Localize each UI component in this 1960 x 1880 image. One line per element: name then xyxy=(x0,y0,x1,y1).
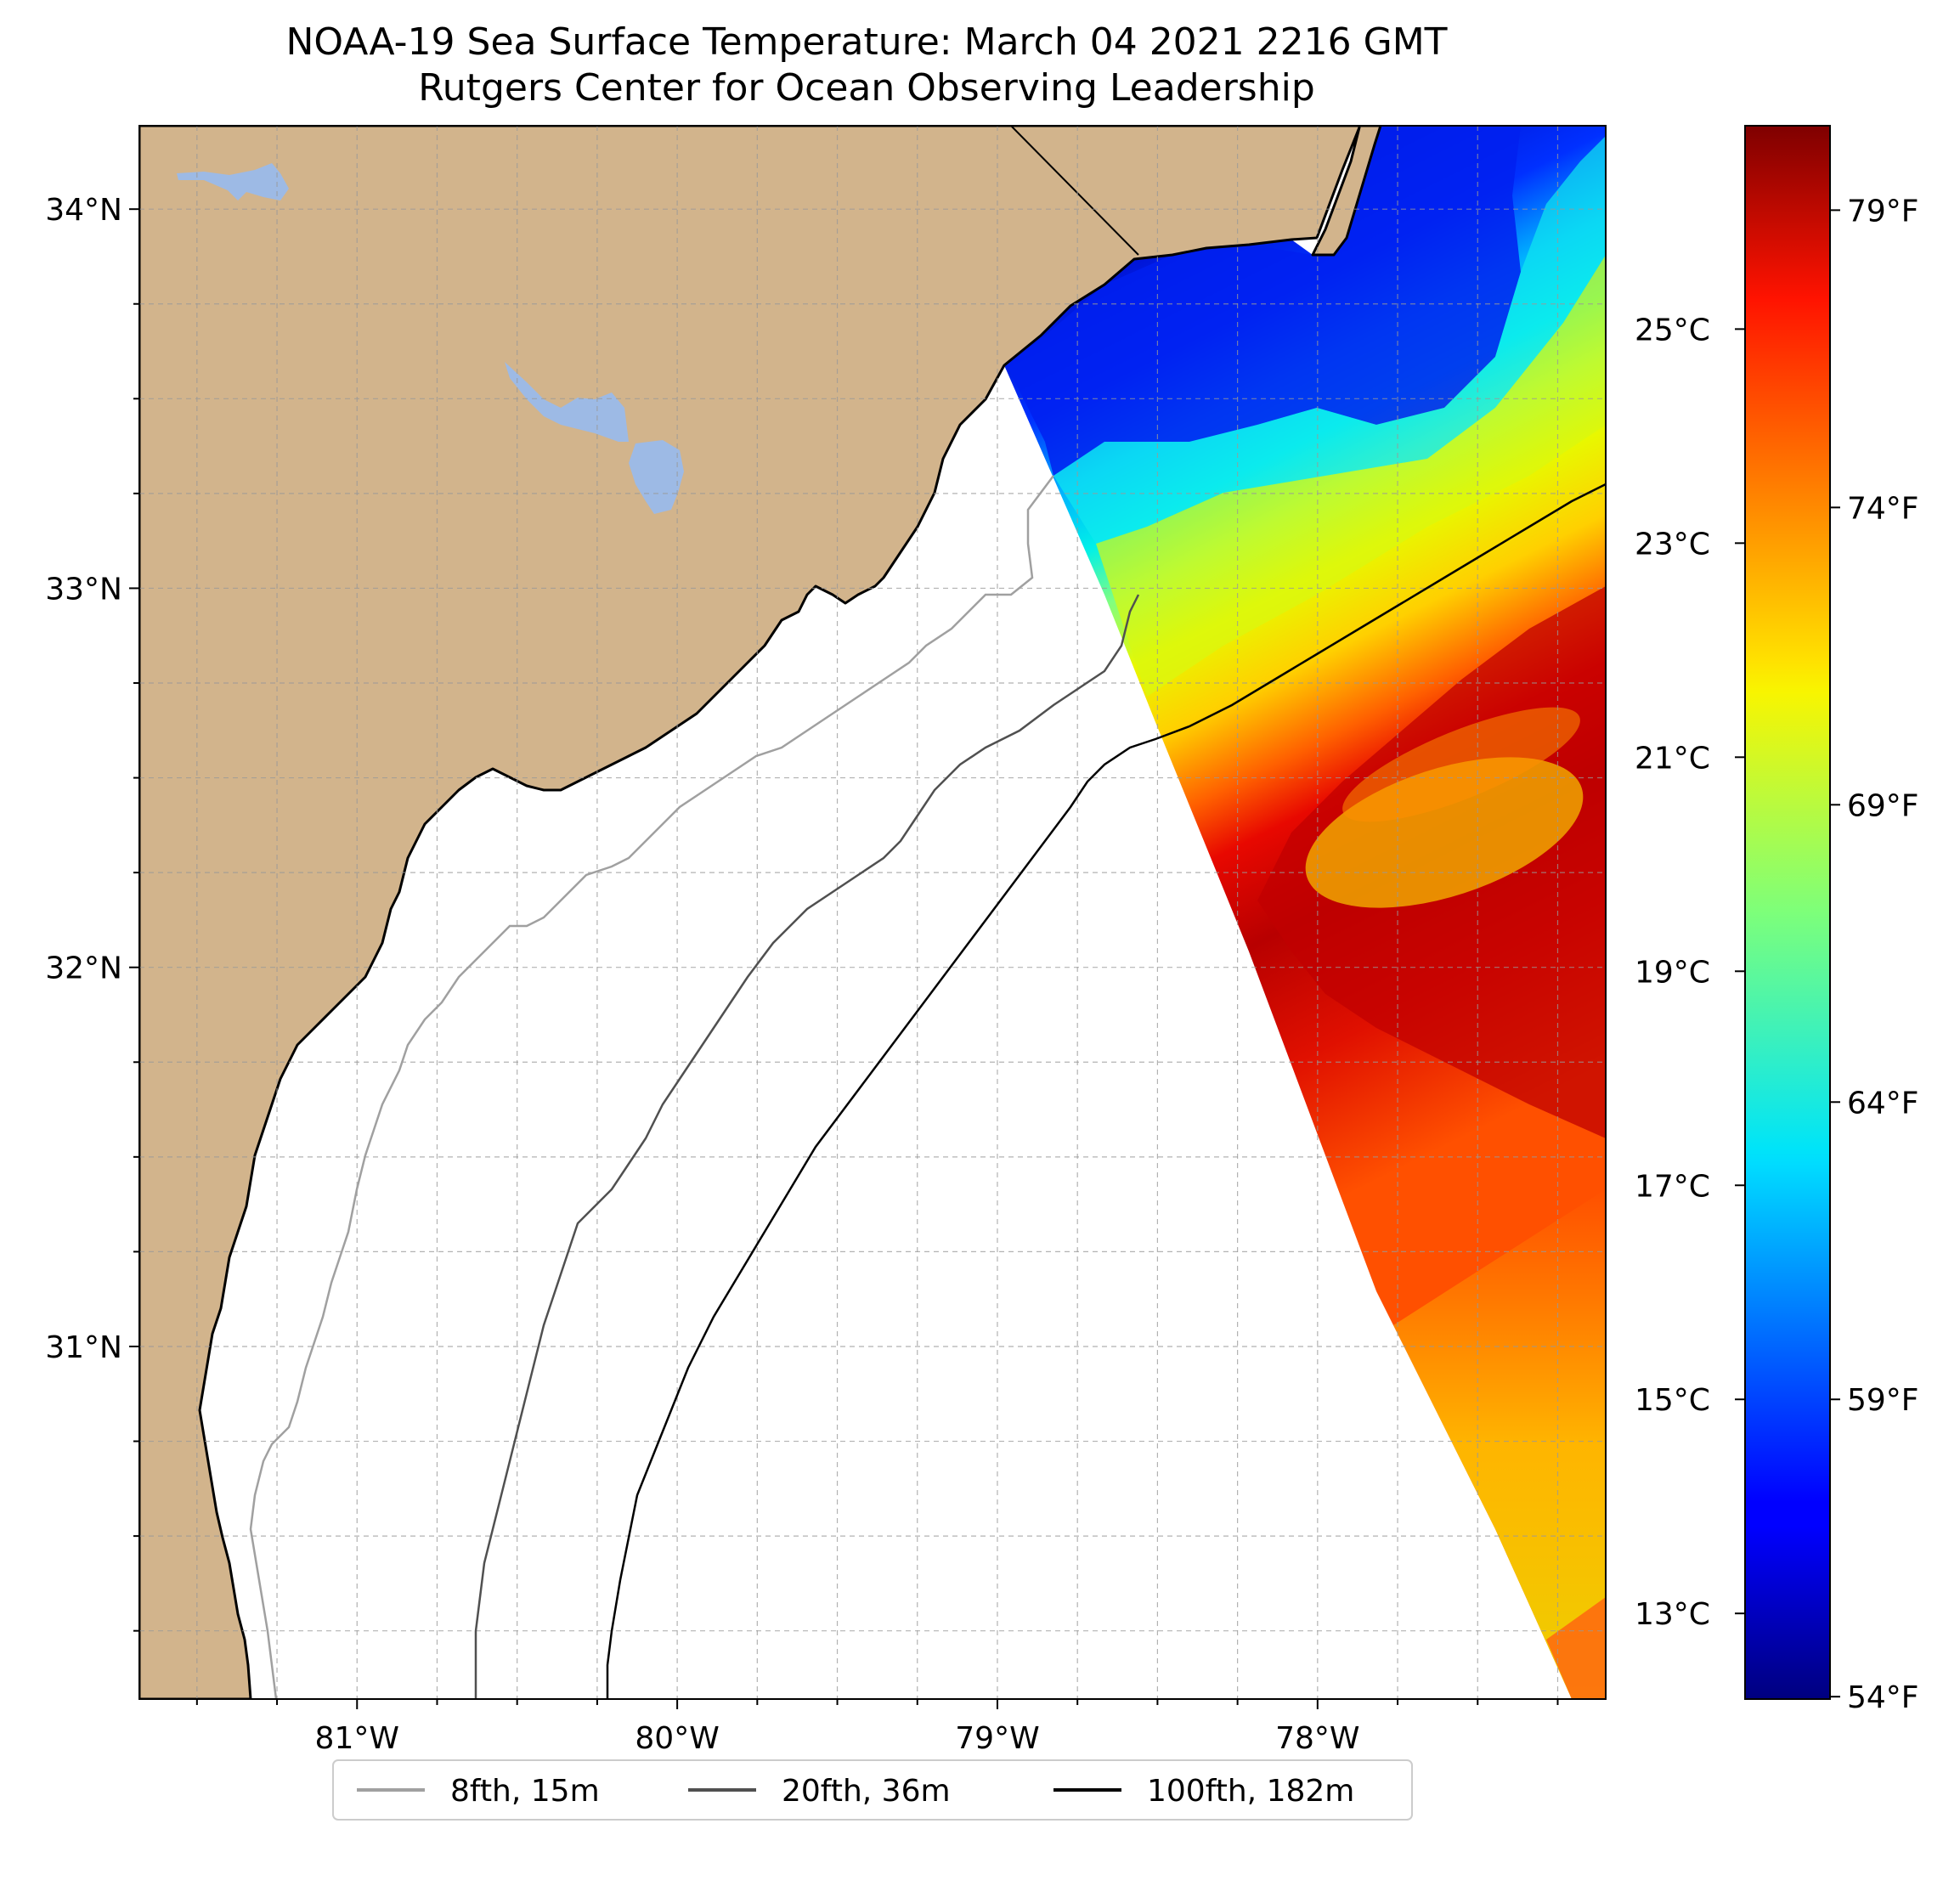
colorbar-fahrenheit-label: 64°F xyxy=(1847,1086,1919,1121)
sst-south-fade xyxy=(1393,1189,1606,1699)
sst-cyan-band xyxy=(1053,136,1606,544)
legend: 8fth, 15m 20fth, 36m 100fth, 182m xyxy=(332,1759,1413,1821)
lon-label: 81°W xyxy=(315,1721,399,1756)
colorbar-celsius-label: 13°C xyxy=(1635,1597,1710,1632)
lat-label: 31°N xyxy=(45,1330,122,1365)
colorbar-gradient xyxy=(1744,125,1831,1700)
legend-label: 8fth, 15m xyxy=(450,1774,600,1809)
colorbar-celsius-ticks: 13°C 15°C 17°C 19°C 21°C 23°C 25°C xyxy=(1635,313,1745,1632)
lat-label: 32°N xyxy=(45,951,122,986)
land xyxy=(139,126,1382,1699)
colorbar-celsius-label: 19°C xyxy=(1635,955,1710,990)
title-line-2: Rutgers Center for Ocean Observing Leade… xyxy=(418,66,1315,110)
lon-label: 79°W xyxy=(955,1721,1039,1756)
gridlines xyxy=(139,126,1606,1699)
sst-orange-eddy xyxy=(1342,707,1580,822)
sst-cold-pool xyxy=(1007,126,1521,476)
lon-label: 80°W xyxy=(635,1721,719,1756)
contour-8fth xyxy=(249,475,1054,1699)
lat-label: 34°N xyxy=(45,193,122,228)
lon-axis: 81°W 80°W 79°W 78°W xyxy=(195,1699,1559,1756)
lat-label: 33°N xyxy=(45,572,122,607)
colorbar-fahrenheit-label: 74°F xyxy=(1847,491,1919,526)
colorbar-fahrenheit-label: 54°F xyxy=(1847,1680,1919,1715)
sst-south-orange xyxy=(1546,1597,1606,1699)
legend-label: 100fth, 182m xyxy=(1147,1774,1354,1809)
map-frame xyxy=(138,125,1607,1700)
lake-moultrie xyxy=(629,440,684,514)
colorbar-celsius-label: 25°C xyxy=(1635,313,1710,347)
colorbar: 13°C 15°C 17°C 19°C 21°C 23°C 25°C 54°F 59°F 64°… xyxy=(1635,125,1919,1715)
sst-yellow-band xyxy=(1096,255,1606,697)
colorbar-celsius-label: 21°C xyxy=(1635,741,1710,776)
lon-label: 78°W xyxy=(1275,1721,1359,1756)
colorbar-fahrenheit-label: 79°F xyxy=(1847,194,1919,229)
colorbar-fahrenheit-ticks: 54°F 59°F 64°F 69°F 74°F 79°F xyxy=(1830,194,1919,1715)
lake-marion xyxy=(505,362,629,442)
map-axes xyxy=(139,126,1606,1699)
legend-label: 20fth, 36m xyxy=(782,1774,951,1809)
state-border xyxy=(1010,126,1139,256)
contour-100fth xyxy=(606,483,1606,1699)
lat-axis: 34°N 33°N 32°N 31°N xyxy=(45,193,139,1632)
colorbar-celsius-label: 17°C xyxy=(1635,1169,1710,1204)
colorbar-fahrenheit-label: 69°F xyxy=(1847,788,1919,823)
lake-north xyxy=(177,163,289,200)
legend-frame xyxy=(332,1759,1413,1821)
colorbar-celsius-label: 15°C xyxy=(1635,1383,1710,1418)
title-line-1: NOAA-19 Sea Surface Temperature: March 0… xyxy=(285,20,1447,64)
colorbar-celsius-label: 23°C xyxy=(1635,527,1710,562)
colorbar-fahrenheit-label: 59°F xyxy=(1847,1383,1919,1418)
contour-20fth xyxy=(474,594,1140,1699)
